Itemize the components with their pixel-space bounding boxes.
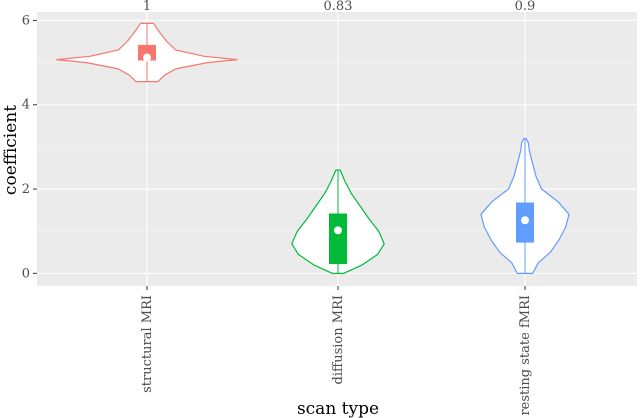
y-tick-label: 2 — [22, 182, 30, 197]
annotation-label: 0.83 — [324, 0, 353, 14]
y-tick-label: 4 — [22, 98, 30, 113]
x-axis-ticks: structural MRI diffusion MRI resting state… — [140, 286, 533, 416]
y-axis-ticks: 0 2 4 6 — [22, 13, 37, 281]
annotations: 1 0.83 0.9 — [143, 0, 535, 14]
iqr-box — [138, 44, 156, 61]
x-axis-title: scan type — [297, 399, 379, 418]
x-tick-label: diffusion MRI — [331, 295, 346, 384]
median-point — [143, 53, 151, 62]
annotation-label: 1 — [143, 0, 151, 14]
x-tick-label: resting state fMRI — [518, 295, 533, 416]
violins — [56, 22, 570, 274]
median-point — [334, 226, 342, 235]
y-tick-label: 0 — [22, 266, 30, 281]
x-tick-label: structural MRI — [140, 295, 155, 393]
annotation-label: 0.9 — [515, 0, 536, 14]
y-tick-label: 6 — [22, 13, 30, 28]
iqr-box — [329, 213, 347, 265]
median-point — [521, 216, 529, 225]
y-axis-title: coefficient — [1, 105, 21, 195]
